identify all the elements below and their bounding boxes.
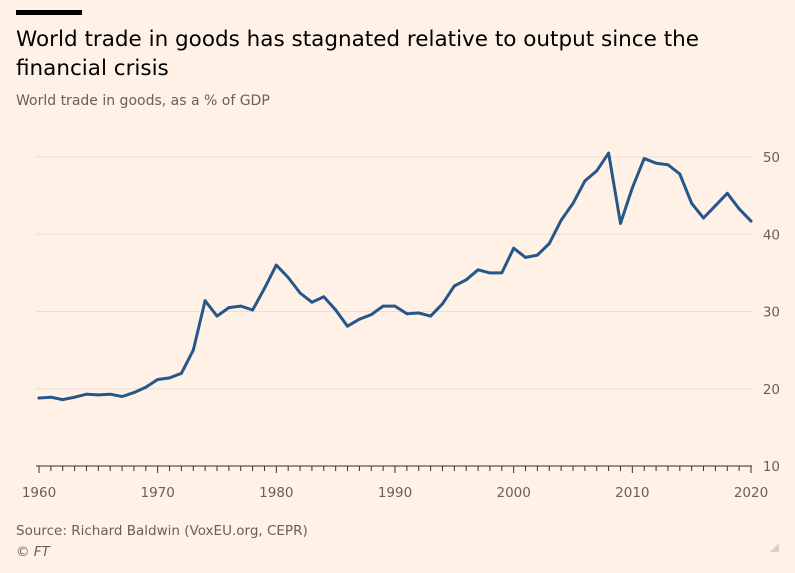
resize-corner-icon (770, 543, 779, 552)
data-point (203, 299, 207, 303)
y-tick-label: 10 (763, 459, 780, 475)
data-point (369, 313, 373, 316)
data-point (607, 151, 610, 155)
data-point (417, 311, 421, 315)
data-point (583, 179, 587, 183)
x-tick-label: 1980 (259, 485, 293, 501)
x-tick-label: 2000 (496, 485, 530, 501)
x-axis: 1960 1970 1980 1990 2000 2010 2020 (22, 465, 768, 501)
y-tick-label: 50 (763, 150, 780, 166)
data-point (358, 317, 361, 321)
x-tick-label: 1990 (378, 485, 412, 501)
data-point (120, 395, 124, 398)
data-point (678, 172, 682, 176)
grid-layer: 10 20 30 40 50 (36, 150, 780, 475)
chart-subtitle: World trade in goods, as a % of GDP (16, 93, 270, 109)
y-tick-label: 30 (763, 305, 780, 321)
data-point (322, 295, 326, 299)
x-tick-label: 2010 (615, 485, 649, 501)
series-layer (37, 151, 753, 402)
data-point (37, 396, 41, 400)
data-point (274, 263, 278, 267)
data-point (595, 169, 599, 173)
data-point (666, 163, 670, 167)
data-point (156, 378, 160, 381)
ft-top-rule (16, 10, 82, 15)
data-point (215, 314, 219, 318)
data-point (488, 271, 492, 275)
data-point (452, 284, 456, 288)
data-point (144, 385, 148, 389)
data-point (571, 201, 575, 205)
chart-title: World trade in goods has stagnated relat… (16, 27, 699, 81)
data-point (310, 300, 314, 304)
data-point (547, 242, 551, 245)
data-point (642, 157, 646, 160)
data-point (512, 246, 516, 250)
data-point (180, 371, 183, 375)
data-point (381, 304, 385, 308)
y-tick-label: 40 (763, 227, 780, 243)
data-point (702, 216, 705, 220)
data-point (286, 276, 290, 279)
data-point (630, 186, 634, 190)
y-tick-label: 20 (763, 382, 780, 398)
copyright-note: © FT (16, 544, 50, 560)
data-point (108, 392, 112, 396)
data-point (749, 219, 753, 223)
x-tick-label: 2020 (734, 485, 768, 501)
series-line (37, 151, 753, 402)
data-point (393, 304, 397, 308)
data-point (500, 271, 504, 275)
data-point (429, 314, 432, 318)
data-point (263, 286, 266, 290)
data-point (405, 312, 409, 316)
data-point (334, 308, 338, 312)
x-tick-label: 1960 (22, 485, 56, 501)
data-point (96, 393, 100, 397)
data-point (168, 376, 171, 380)
data-point (524, 256, 527, 259)
data-point (464, 278, 468, 282)
data-point (619, 222, 622, 225)
data-point (298, 291, 302, 295)
data-point (346, 324, 349, 328)
data-point (85, 392, 88, 396)
data-point (714, 204, 717, 208)
data-point (49, 395, 53, 399)
data-point (73, 395, 76, 399)
data-point (61, 398, 65, 401)
data-point (690, 201, 694, 205)
x-tick-label: 1970 (140, 485, 174, 501)
data-point (559, 218, 563, 222)
data-point (132, 391, 136, 395)
data-point (725, 191, 729, 195)
data-point (251, 308, 255, 312)
source-note: Source: Richard Baldwin (VoxEU.org, CEPR… (16, 523, 308, 539)
data-point (239, 304, 243, 308)
data-point (227, 306, 231, 310)
data-point (737, 207, 741, 211)
data-point (191, 348, 195, 352)
data-point (441, 302, 444, 306)
data-point (536, 253, 539, 257)
data-point (476, 268, 480, 272)
data-point (654, 161, 658, 165)
